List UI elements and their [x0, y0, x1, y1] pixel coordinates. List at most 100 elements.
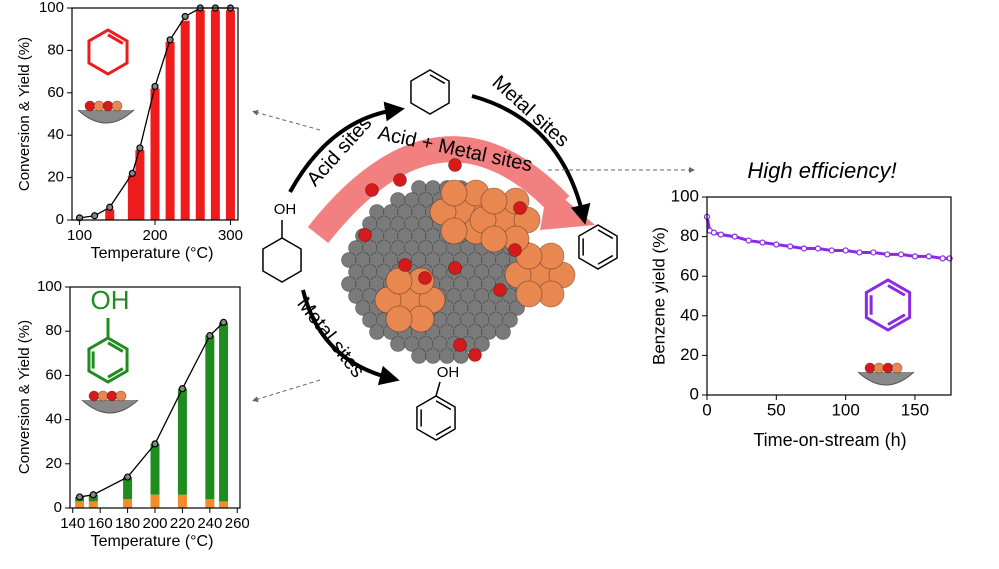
molecule-ring: [87, 336, 129, 384]
atom: [513, 201, 527, 215]
x-axis-label: Temperature (°C): [91, 245, 214, 262]
atom: [515, 280, 543, 308]
double-bond: [597, 229, 614, 240]
molecule-ring: [864, 278, 912, 332]
point: [925, 253, 932, 260]
atom: [502, 312, 518, 328]
bar: [127, 175, 137, 220]
x-tick-label: 50: [767, 400, 786, 419]
atom: [102, 100, 114, 112]
y-tick-label: 0: [54, 499, 62, 516]
x-tick-label: 100: [67, 227, 92, 244]
y-tick-label: 60: [680, 266, 699, 285]
point: [710, 229, 718, 236]
atom: [106, 390, 118, 402]
bar: [195, 10, 205, 221]
point: [759, 239, 766, 246]
y-tick-label: 40: [45, 411, 62, 428]
molecule-ring: [410, 69, 450, 115]
bar: [150, 494, 160, 508]
y-tick-label: 60: [47, 84, 64, 101]
x-tick-label: 220: [170, 515, 195, 532]
x-tick-label: 160: [88, 515, 113, 532]
point: [717, 231, 724, 238]
plot-frame: [69, 286, 241, 509]
x-tick-label: 200: [142, 515, 167, 532]
double-bond: [107, 367, 124, 379]
atom: [882, 362, 894, 374]
bar: [150, 88, 160, 220]
bar: [225, 10, 235, 221]
x-tick-label: 200: [142, 227, 167, 244]
atom: [115, 390, 127, 402]
double-bond: [435, 400, 452, 411]
double-bond: [887, 313, 906, 326]
point: [828, 247, 835, 254]
molecule-ring: [578, 224, 618, 270]
atom: [495, 324, 511, 340]
x-axis-label: Temperature (°C): [91, 533, 214, 550]
point: [939, 255, 946, 262]
atom: [393, 173, 407, 187]
efficiency-label: High efficiency!: [747, 158, 896, 183]
atom: [390, 336, 406, 352]
metal-arrow-lower: [301, 289, 400, 386]
y-tick-label: 100: [39, 0, 64, 16]
double-bond: [107, 341, 124, 353]
point: [842, 247, 849, 254]
line: [705, 216, 950, 260]
y-tick-label: 20: [45, 455, 62, 472]
bar: [180, 20, 190, 220]
x-tick-label: 300: [218, 227, 243, 244]
bar: [75, 501, 85, 508]
atom: [385, 267, 413, 295]
bar: [205, 335, 215, 500]
bar: [205, 499, 215, 508]
atom: [480, 225, 508, 253]
atom: [439, 348, 455, 364]
point: [773, 241, 780, 248]
atom: [369, 324, 385, 340]
atom: [398, 258, 412, 272]
bar: [219, 322, 229, 502]
point: [181, 12, 189, 21]
support: [81, 399, 139, 414]
metal-arrow: [471, 94, 591, 225]
point: [911, 253, 919, 260]
double-bond: [429, 74, 446, 85]
double-bond: [435, 425, 452, 436]
dashed-pointer: [252, 109, 321, 131]
support: [857, 371, 915, 386]
atom: [365, 183, 379, 197]
point: [151, 82, 159, 91]
x-tick-label: 260: [225, 515, 250, 532]
y-tick-label: 80: [47, 41, 64, 58]
atom: [84, 100, 96, 112]
x-tick-label: 150: [901, 400, 929, 419]
atom: [468, 348, 482, 362]
point: [106, 203, 114, 211]
y-axis-label: Benzene yield (%): [649, 227, 668, 365]
point: [870, 249, 877, 256]
bar: [177, 388, 187, 495]
point: [745, 237, 752, 244]
hydroxyl-label: OH: [437, 364, 460, 381]
atom: [440, 179, 468, 207]
molecule-ring: [87, 28, 129, 76]
atom: [873, 362, 885, 374]
point: [856, 249, 863, 256]
metal-label: Metal sites: [488, 71, 574, 151]
bar: [210, 10, 220, 221]
y-tick-label: 40: [680, 305, 699, 324]
molecule-ring: [262, 237, 302, 283]
bar: [123, 477, 133, 500]
plot-frame: [71, 7, 239, 221]
bar: [135, 150, 145, 220]
bar: [177, 494, 187, 508]
y-tick-label: 20: [47, 169, 64, 186]
atom: [509, 300, 525, 316]
x-tick-label: 140: [60, 515, 85, 532]
atom: [411, 348, 427, 364]
bar: [219, 501, 229, 508]
x-tick-label: 0: [702, 400, 711, 419]
